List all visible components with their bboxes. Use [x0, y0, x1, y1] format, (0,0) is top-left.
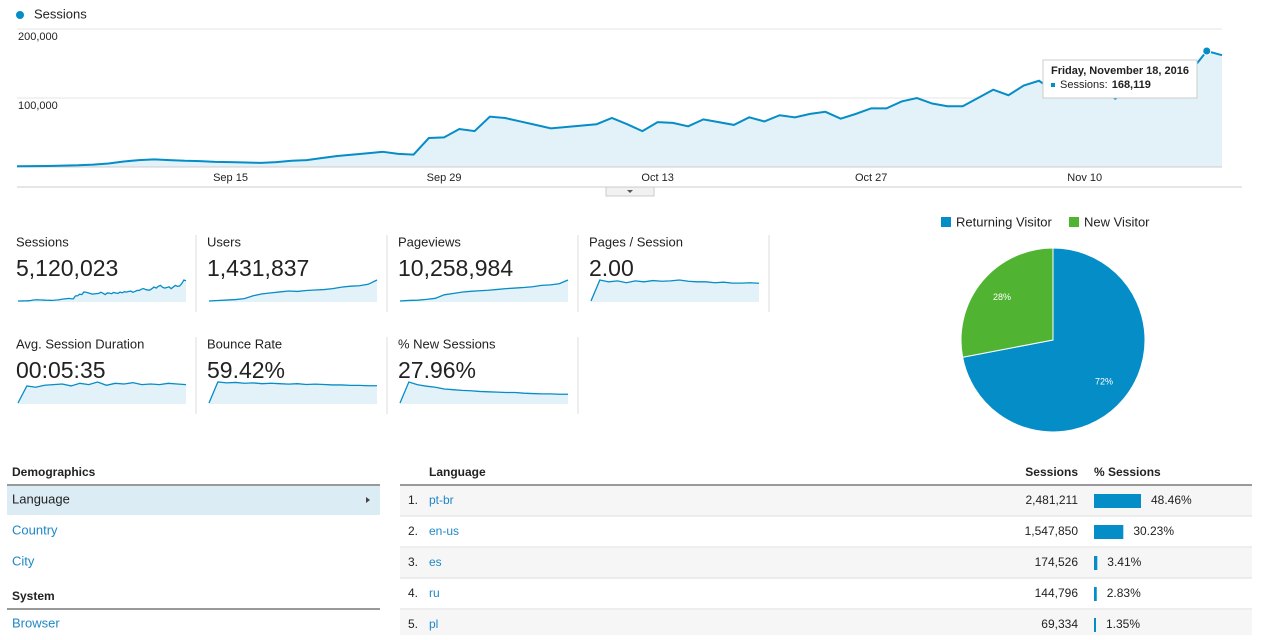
share-label: 48.46% — [1151, 493, 1192, 507]
row-language[interactable]: ru — [429, 586, 440, 600]
x-tick-label: Oct 27 — [855, 172, 887, 184]
pie-label: 72% — [1095, 377, 1113, 387]
pie-label: 28% — [993, 292, 1011, 302]
share-bar — [1094, 587, 1097, 601]
row-language[interactable]: en-us — [429, 524, 459, 538]
scorecard-value: 00:05:35 — [16, 357, 106, 383]
share-bar — [1094, 494, 1142, 508]
sparkline — [208, 381, 377, 404]
collapse-arrow — [627, 190, 633, 193]
scorecard-label[interactable]: % New Sessions — [398, 336, 496, 351]
scorecard-value: 27.96% — [398, 357, 476, 383]
x-tick-label: Nov 10 — [1067, 172, 1102, 184]
pie-slice[interactable] — [962, 247, 1146, 433]
area — [17, 50, 1222, 167]
scorecard-label[interactable]: Users — [207, 234, 241, 249]
legend-swatch — [1069, 217, 1079, 227]
nav-item[interactable]: City — [12, 553, 35, 568]
sparkline-area — [18, 382, 186, 404]
share-bar — [1094, 618, 1096, 632]
x-tick-label: Sep 15 — [213, 172, 248, 184]
scorecard-value: 1,431,837 — [207, 255, 309, 281]
nav-item[interactable]: Browser — [12, 615, 60, 630]
row-rank: 3. — [408, 555, 418, 569]
tooltip-title: Friday, November 18, 2016 — [1051, 65, 1189, 77]
scorecard-label[interactable]: Pages / Session — [589, 234, 683, 249]
x-tick-label: Oct 13 — [641, 172, 673, 184]
row-sessions: 174,526 — [1035, 555, 1079, 569]
row-sessions: 2,481,211 — [1026, 493, 1079, 507]
legend-label[interactable]: New Visitor — [1084, 214, 1150, 229]
tooltip-value: 168,119 — [1112, 79, 1151, 91]
line — [16, 49, 1223, 168]
sparkline-area — [400, 382, 568, 404]
sparkline — [399, 381, 568, 404]
scorecard-label[interactable]: Avg. Session Duration — [16, 336, 144, 351]
sparkline-area — [591, 280, 759, 302]
share-bar — [1094, 556, 1098, 570]
sparkline-area — [209, 382, 377, 404]
nav-arrow — [366, 497, 370, 503]
share-bar — [1094, 525, 1124, 539]
scorecard-label[interactable]: Pageviews — [398, 234, 461, 249]
nav-item[interactable]: Country — [12, 522, 58, 537]
pie-slice[interactable] — [960, 247, 1054, 358]
scorecard-value: 10,258,984 — [398, 255, 513, 281]
x-tick-label: Sep 29 — [427, 172, 462, 184]
share-label: 30.23% — [1133, 524, 1174, 538]
scorecard-value: 2.00 — [589, 255, 634, 281]
y-tick-label: 200,000 — [18, 31, 58, 43]
table-header[interactable]: % Sessions — [1094, 465, 1161, 479]
scorecard-value: 59.42% — [207, 357, 285, 383]
sparkline — [399, 279, 569, 302]
share-label: 2.83% — [1107, 586, 1141, 600]
tooltip-marker — [1051, 83, 1055, 87]
scorecard-value: 5,120,023 — [16, 255, 118, 281]
row-language[interactable]: pl — [429, 617, 438, 631]
nav-item[interactable]: Language — [12, 491, 70, 506]
hover-point — [1202, 46, 1212, 56]
legend-label[interactable]: Returning Visitor — [956, 214, 1053, 229]
sparkline — [17, 381, 187, 404]
y-tick-label: 100,000 — [18, 100, 58, 112]
share-label: 3.41% — [1107, 555, 1141, 569]
nav-section-title: System — [12, 589, 55, 603]
tooltip-box — [1042, 59, 1198, 99]
sparkline — [208, 279, 378, 302]
row-bg — [400, 548, 1252, 578]
tooltip-label: Sessions: — [1060, 79, 1108, 91]
legend-label: Sessions — [34, 6, 87, 21]
legend-swatch — [941, 217, 951, 227]
scorecard-label[interactable]: Sessions — [16, 234, 69, 249]
table-header[interactable]: Sessions — [1025, 465, 1078, 479]
nav-selected-bg — [7, 486, 380, 515]
row-rank: 2. — [408, 524, 418, 538]
sparkline-area — [18, 280, 186, 302]
row-rank: 5. — [408, 617, 418, 631]
row-sessions: 69,334 — [1041, 617, 1078, 631]
nav-section-title: Demographics — [12, 465, 96, 479]
scorecard-label[interactable]: Bounce Rate — [207, 336, 282, 351]
sparkline — [590, 279, 760, 302]
row-language[interactable]: es — [429, 555, 442, 569]
row-rank: 1. — [408, 493, 418, 507]
row-language[interactable]: pt-br — [429, 493, 454, 507]
row-sessions: 1,547,850 — [1025, 524, 1079, 538]
table-header[interactable]: Language — [429, 465, 486, 479]
row-rank: 4. — [408, 586, 418, 600]
sparkline — [17, 279, 187, 302]
legend-marker — [16, 11, 24, 19]
share-label: 1.35% — [1106, 617, 1140, 631]
row-sessions: 144,796 — [1035, 586, 1079, 600]
